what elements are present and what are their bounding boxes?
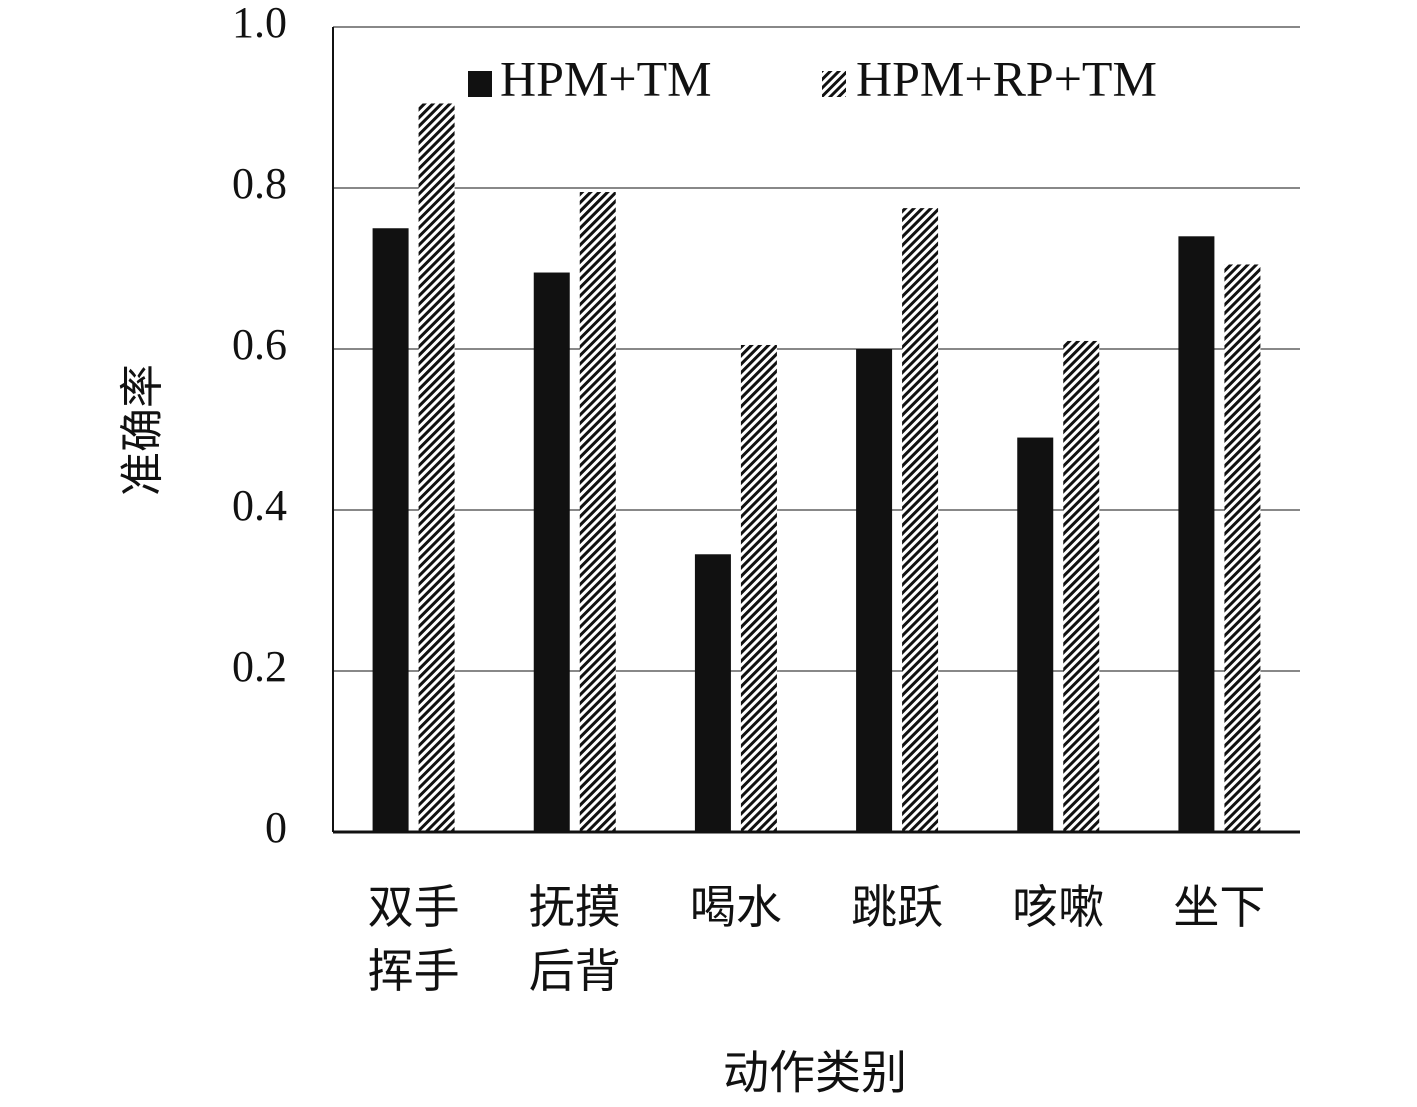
- legend-label: HPM+TM: [500, 50, 712, 106]
- bar: [902, 208, 939, 832]
- y-axis-label: 准确率: [117, 364, 168, 496]
- y-tick-label: 1.0: [232, 0, 287, 47]
- bar: [740, 344, 777, 832]
- bar: [1178, 236, 1215, 833]
- x-tick-label: 双手挥手: [368, 880, 460, 998]
- x-tick-label: 抚摸后背: [529, 880, 621, 998]
- x-tick-label: 坐下: [1173, 880, 1265, 934]
- y-tick-label: 0: [265, 803, 287, 852]
- x-tick-label: 咳嗽: [1012, 880, 1104, 934]
- bar: [1017, 437, 1054, 832]
- legend-label: HPM+RP+TM: [856, 50, 1157, 106]
- bar: [1063, 340, 1100, 832]
- bar: [1224, 264, 1261, 833]
- bar: [856, 349, 893, 832]
- bar: [579, 192, 616, 832]
- x-tick-label: 喝水: [690, 880, 782, 934]
- bar: [372, 228, 409, 832]
- y-tick-label: 0.8: [232, 159, 287, 208]
- legend-swatch: [822, 71, 846, 97]
- bar: [533, 272, 570, 832]
- y-tick-label: 0.2: [232, 642, 287, 691]
- x-tick-label: 跳跃: [851, 880, 943, 934]
- y-tick-label: 0.4: [232, 481, 287, 530]
- x-axis-label: 动作类别: [723, 1046, 907, 1100]
- legend-swatch: [468, 71, 492, 97]
- y-tick-label: 0.6: [232, 320, 287, 369]
- bar: [418, 103, 455, 833]
- bar: [694, 554, 731, 832]
